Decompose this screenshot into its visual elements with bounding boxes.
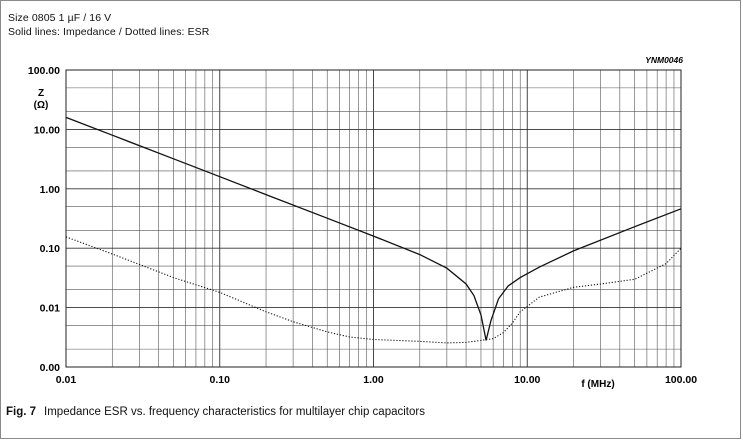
y-tick-label: 0.01 (40, 303, 61, 315)
chart-grid (65, 69, 682, 368)
y-axis-label: Z (38, 88, 44, 99)
y-tick-label: 10.00 (34, 124, 60, 136)
esr-line (65, 236, 682, 344)
x-axis-label: f (MHz) (581, 379, 614, 390)
x-tick-label: 0.10 (210, 374, 231, 386)
x-tick-label: 10.00 (514, 374, 540, 386)
chart-series (65, 116, 682, 344)
y-tick-label: 0.10 (40, 243, 61, 255)
impedance-line (65, 116, 682, 341)
figure-caption: Fig. 7 Impedance ESR vs. frequency charac… (6, 406, 425, 418)
figure-header-line1: Size 0805 1 µF / 16 V (8, 12, 112, 24)
x-tick-label: 0.01 (56, 374, 77, 386)
x-tick-label: 1.00 (363, 374, 384, 386)
figure-caption-label: Fig. 7 (6, 406, 37, 418)
figure-header-line2: Solid lines: Impedance / Dotted lines: E… (8, 26, 210, 38)
chart-tick-labels: 0.01 0.10 1.00 10.00 100.000.000.010.101.001… (28, 65, 697, 386)
y-tick-label: 100.00 (28, 65, 60, 77)
x-tick-label: 100.00 (665, 374, 697, 386)
y-tick-label: 0.00 (40, 362, 61, 374)
y-tick-label: 1.00 (40, 184, 61, 196)
y-axis-unit: (Ω) (34, 100, 49, 111)
figure-code: YNM0046 (645, 55, 683, 65)
plot-border (65, 69, 682, 368)
figure-caption-text: Impedance ESR vs. frequency characterist… (44, 406, 425, 418)
